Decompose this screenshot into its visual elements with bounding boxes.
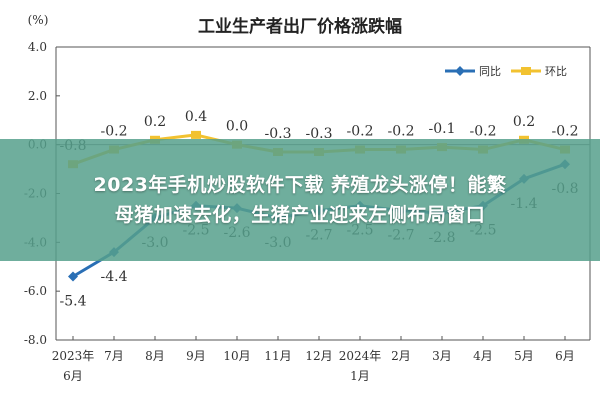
x-tick-label: 6月 <box>63 369 83 383</box>
data-label-yoy: -5.4 <box>60 294 87 310</box>
legend-marker-yoy <box>455 66 465 76</box>
data-label-mom: 0.4 <box>185 109 207 125</box>
data-label-mom: 0.0 <box>226 119 248 135</box>
y-tick-label: -6.0 <box>24 284 47 298</box>
legend-label-mom: 环比 <box>545 65 567 78</box>
data-label-mom: 0.2 <box>513 114 535 130</box>
x-tick-label: 8月 <box>145 349 165 363</box>
x-tick-label: 2023年 <box>52 349 95 363</box>
data-label-mom: -0.2 <box>388 124 415 140</box>
y-tick-label: 4.0 <box>28 40 47 54</box>
headline-line-2: 母猪加速去化，生猪产业迎来左侧布局窗口 <box>114 204 486 226</box>
x-tick-label: 12月 <box>305 349 332 363</box>
y-axis-unit-label: (%) <box>28 13 49 27</box>
x-tick-label: 10月 <box>223 349 250 363</box>
x-tick-label: 5月 <box>514 349 534 363</box>
data-label-mom: -0.1 <box>429 121 456 137</box>
data-label-yoy: -4.4 <box>101 269 128 285</box>
y-tick-label: -8.0 <box>24 333 47 347</box>
headline-line-1: 2023年手机炒股软件下载 养殖龙头涨停！能繁 <box>93 174 507 196</box>
data-label-mom: -0.2 <box>101 124 128 140</box>
data-label-mom: 0.2 <box>144 114 166 130</box>
x-tick-label: 11月 <box>264 349 291 363</box>
data-point-yoy <box>68 271 78 282</box>
data-label-mom: -0.2 <box>552 124 579 140</box>
data-label-mom: -0.3 <box>265 126 292 142</box>
x-tick-label: 4月 <box>473 349 493 363</box>
y-tick-label: 2.0 <box>28 89 47 103</box>
x-tick-label: 1月 <box>350 369 370 383</box>
legend-label-yoy: 同比 <box>479 65 501 78</box>
headline-banner: 2023年手机炒股软件下载 养殖龙头涨停！能繁 母猪加速去化，生猪产业迎来左侧布… <box>0 139 600 261</box>
x-tick-label: 2024年 <box>339 349 382 363</box>
x-tick-label: 3月 <box>432 349 452 363</box>
x-tick-label: 6月 <box>555 349 575 363</box>
data-label-mom: -0.2 <box>347 124 374 140</box>
data-label-mom: -0.2 <box>470 124 497 140</box>
x-tick-label: 2月 <box>391 349 411 363</box>
legend-marker-mom <box>521 67 531 75</box>
data-label-mom: -0.3 <box>306 126 333 142</box>
x-tick-label: 9月 <box>186 349 206 363</box>
x-tick-label: 7月 <box>104 349 124 363</box>
data-point-mom <box>191 130 201 139</box>
chart-title: 工业生产者出厂价格涨跌幅 <box>198 16 402 37</box>
